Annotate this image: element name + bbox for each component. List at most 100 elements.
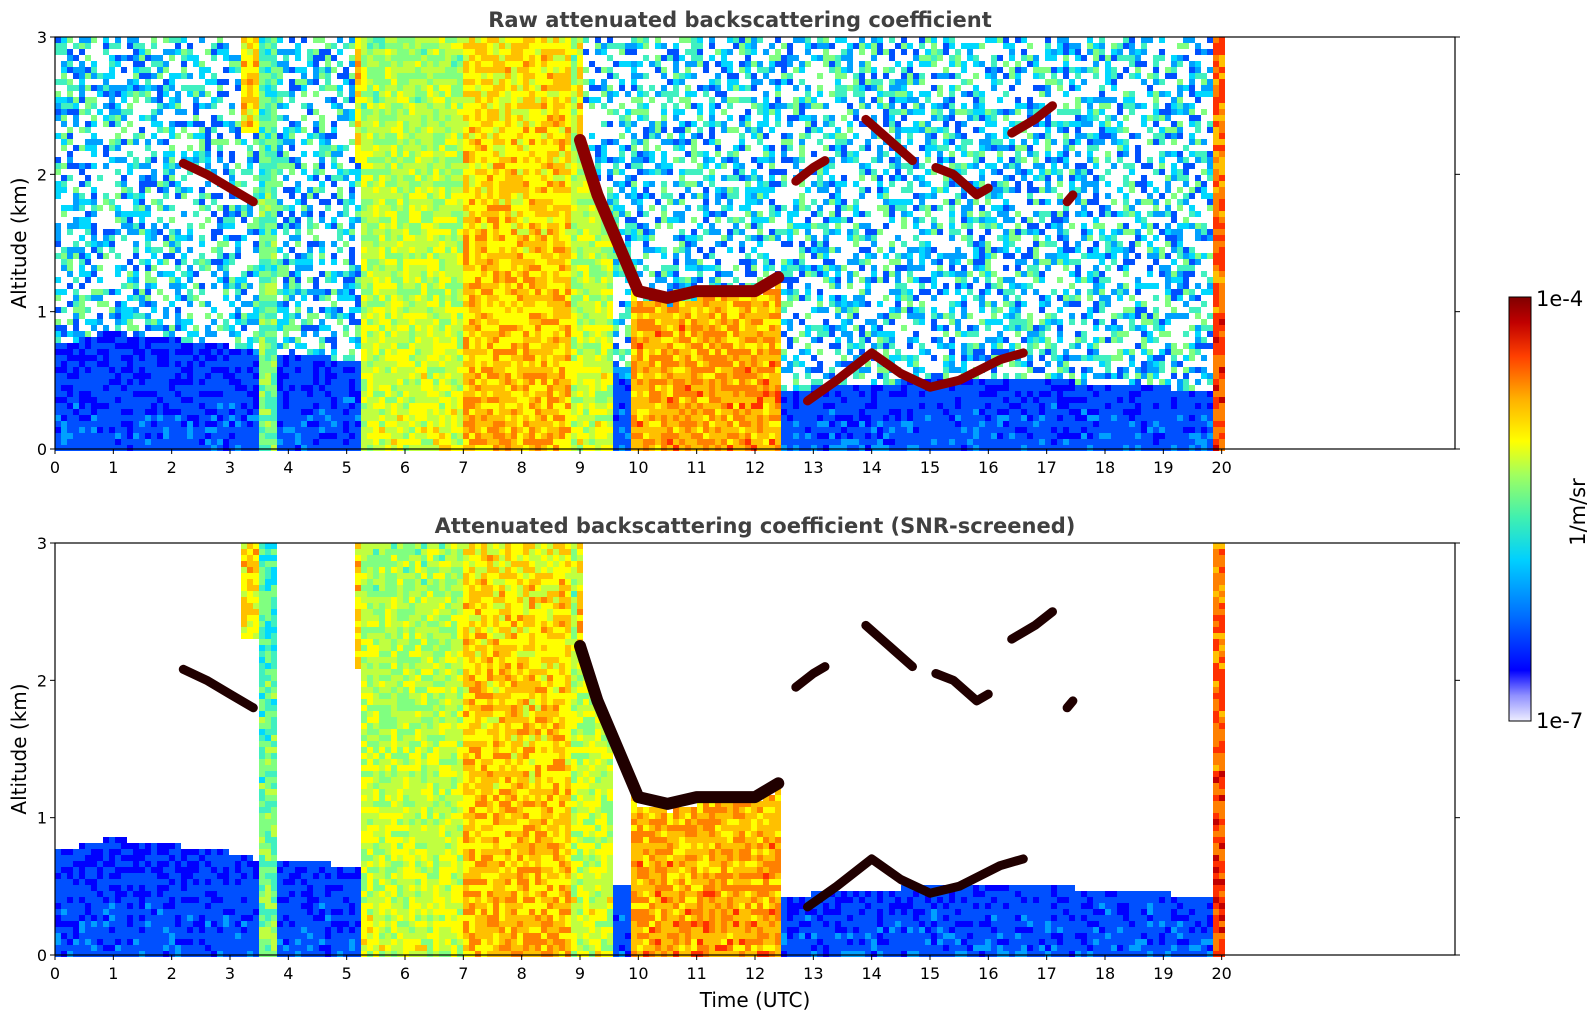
heatmap-cell (577, 85, 583, 91)
heatmap-cell (439, 187, 445, 193)
heatmap-cell (529, 193, 535, 199)
heatmap-cell (259, 337, 265, 343)
heatmap-cell (433, 361, 439, 367)
heatmap-cell (373, 151, 379, 157)
heatmap-cell (349, 433, 355, 439)
heatmap-cell (373, 211, 379, 217)
heatmap-cell (223, 67, 229, 73)
heatmap-cell (337, 199, 343, 205)
heatmap-cell (151, 181, 157, 187)
heatmap-cell (259, 163, 265, 169)
heatmap-cell (283, 133, 289, 139)
heatmap-cell (427, 85, 433, 91)
heatmap-cell (373, 433, 379, 439)
heatmap-cell (133, 55, 139, 61)
heatmap-cell (349, 253, 355, 259)
heatmap-cell (157, 349, 163, 355)
heatmap-cell (223, 49, 229, 55)
heatmap-cell (499, 247, 505, 253)
heatmap-cell (487, 379, 493, 385)
heatmap-cell (463, 265, 469, 271)
heatmap-cell (379, 409, 385, 415)
heatmap-cell (61, 133, 67, 139)
heatmap-cell (199, 265, 205, 271)
heatmap-cell (361, 355, 367, 361)
heatmap-cell (397, 301, 403, 307)
heatmap-cell (553, 181, 559, 187)
heatmap-cell (559, 253, 565, 259)
heatmap-cell (55, 157, 61, 163)
heatmap-cell (403, 199, 409, 205)
heatmap-cell (67, 229, 73, 235)
heatmap-cell (475, 97, 481, 103)
heatmap-cell (217, 121, 223, 127)
heatmap-cell (259, 205, 265, 211)
heatmap-cell (283, 61, 289, 67)
heatmap-cell (103, 253, 109, 259)
heatmap-cell (469, 115, 475, 121)
heatmap-cell (445, 145, 451, 151)
heatmap-cell (577, 367, 583, 373)
heatmap-cell (547, 97, 553, 103)
heatmap-cell (511, 385, 517, 391)
heatmap-cell (175, 409, 181, 415)
heatmap-cell (355, 79, 361, 85)
heatmap-cell (259, 325, 265, 331)
heatmap-cell (349, 271, 355, 277)
heatmap-cell (421, 301, 427, 307)
heatmap-cell (73, 217, 79, 223)
heatmap-cell (55, 403, 61, 409)
heatmap-cell (109, 337, 115, 343)
heatmap-cell (475, 355, 481, 361)
heatmap-cell (517, 133, 523, 139)
heatmap-cell (79, 427, 85, 433)
heatmap-cell (55, 433, 61, 439)
heatmap-cell (535, 343, 541, 349)
heatmap-cell (259, 175, 265, 181)
heatmap-cell (199, 361, 205, 367)
heatmap-cell (559, 391, 565, 397)
heatmap-cell (493, 139, 499, 145)
heatmap-cell (553, 283, 559, 289)
heatmap-cell (391, 337, 397, 343)
heatmap-cell (493, 343, 499, 349)
heatmap-cell (409, 385, 415, 391)
heatmap-cell (259, 373, 265, 379)
heatmap-cell (481, 397, 487, 403)
heatmap-cell (541, 271, 547, 277)
heatmap-cell (529, 97, 535, 103)
heatmap-cell (427, 361, 433, 367)
heatmap-cell (259, 331, 265, 337)
heatmap-cell (481, 277, 487, 283)
heatmap-cell (103, 367, 109, 373)
heatmap-cell (379, 331, 385, 337)
heatmap-cell (247, 319, 253, 325)
heatmap-cell (463, 361, 469, 367)
heatmap-cell (145, 97, 151, 103)
heatmap-cell (247, 445, 253, 451)
heatmap-cell (433, 409, 439, 415)
heatmap-cell (121, 115, 127, 121)
heatmap-cell (427, 205, 433, 211)
heatmap-cell (553, 271, 559, 277)
heatmap-cell (499, 391, 505, 397)
heatmap-cell (523, 181, 529, 187)
heatmap-cell (163, 343, 169, 349)
heatmap-cell (487, 217, 493, 223)
heatmap-cell (313, 73, 319, 79)
heatmap-cell (487, 331, 493, 337)
heatmap-cell (199, 259, 205, 265)
heatmap-cell (349, 43, 355, 49)
heatmap-cell (61, 253, 67, 259)
heatmap-cell (409, 49, 415, 55)
heatmap-cell (265, 175, 271, 181)
heatmap-cell (487, 337, 493, 343)
heatmap-cell (421, 115, 427, 121)
heatmap-cell (355, 385, 361, 391)
heatmap-cell (535, 385, 541, 391)
heatmap-cell (73, 97, 79, 103)
heatmap-cell (391, 433, 397, 439)
heatmap-cell (79, 145, 85, 151)
heatmap-cell (421, 373, 427, 379)
heatmap-cell (247, 157, 253, 163)
